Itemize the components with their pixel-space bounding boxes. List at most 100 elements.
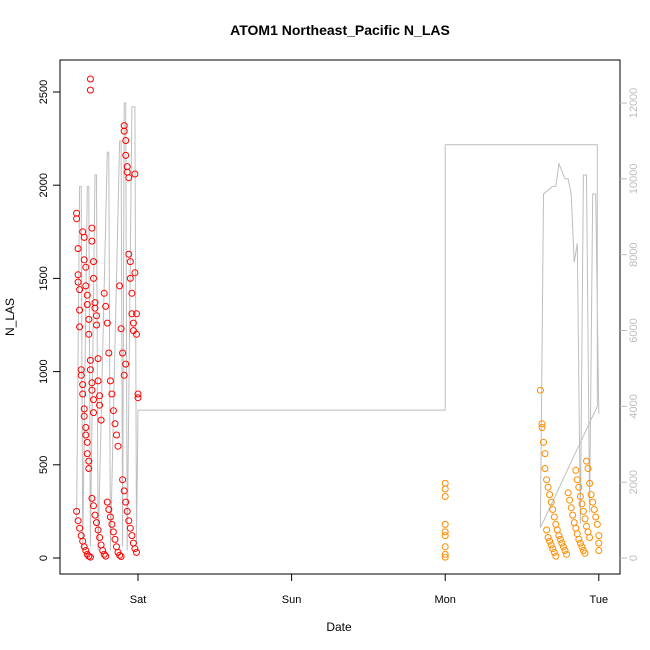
data-point <box>552 552 560 560</box>
data-point <box>578 543 586 551</box>
data-point <box>129 539 137 547</box>
data-point <box>549 545 557 553</box>
data-point <box>556 535 564 543</box>
data-point <box>550 513 558 521</box>
data-point <box>86 356 94 364</box>
data-point <box>134 394 142 402</box>
chart-title: ATOM1 Northeast_Pacific N_LAS <box>230 22 450 38</box>
data-point <box>128 532 136 540</box>
data-point <box>543 526 551 534</box>
data-point <box>96 534 104 541</box>
data-point <box>584 528 592 536</box>
data-point <box>88 379 96 387</box>
left-tick-label: 500 <box>38 456 50 474</box>
data-point <box>547 541 555 549</box>
data-point <box>73 215 81 223</box>
data-point <box>99 547 107 554</box>
data-point <box>125 174 133 182</box>
data-point <box>538 420 546 428</box>
data-point <box>116 551 124 559</box>
data-point <box>543 476 551 484</box>
data-point <box>86 366 94 374</box>
data-point <box>90 258 97 266</box>
data-point <box>560 543 567 551</box>
data-point <box>134 390 142 398</box>
data-point <box>595 532 603 540</box>
data-point <box>575 535 583 543</box>
data-point <box>595 547 603 554</box>
data-point <box>123 507 131 515</box>
data-point <box>93 312 100 320</box>
x-tick-label: Tue <box>590 594 609 606</box>
right-tick-label: 6000 <box>628 318 640 342</box>
data-point <box>125 250 133 258</box>
data-point <box>128 310 136 318</box>
data-point <box>103 319 111 327</box>
data-point <box>100 289 108 297</box>
data-point <box>576 493 584 500</box>
data-point <box>90 274 97 282</box>
data-point <box>128 289 136 297</box>
data-point <box>85 465 93 472</box>
data-point <box>80 256 88 264</box>
data-point <box>541 450 549 458</box>
data-point <box>85 457 93 465</box>
data-point <box>122 137 130 144</box>
data-point <box>106 377 114 385</box>
data-point <box>80 405 88 413</box>
data-point <box>592 513 600 521</box>
data-point <box>90 396 97 404</box>
data-point <box>77 371 85 379</box>
data-point <box>586 479 594 487</box>
data-point <box>126 274 134 282</box>
data-point <box>546 491 554 499</box>
data-point <box>85 330 93 338</box>
data-point <box>573 530 581 538</box>
data-point <box>74 278 82 286</box>
data-point <box>584 465 592 472</box>
data-point <box>73 507 81 515</box>
data-point <box>538 424 546 431</box>
left-tick-label: 1000 <box>38 359 50 383</box>
data-point <box>595 539 603 547</box>
data-point <box>79 390 87 398</box>
data-point <box>109 528 117 536</box>
data-point <box>441 532 449 540</box>
data-point <box>441 528 449 536</box>
data-point <box>91 304 99 312</box>
data-point <box>85 315 93 323</box>
data-point <box>106 513 114 521</box>
data-point <box>82 263 90 271</box>
right-tick-label: 10000 <box>628 164 640 195</box>
x-tick-label: Sat <box>130 594 147 606</box>
left-axis: 0 500 1000 1500 2000 2500 <box>38 80 60 561</box>
data-point <box>80 543 88 551</box>
data-point <box>82 282 90 290</box>
data-point <box>83 291 91 299</box>
data-point <box>575 483 583 491</box>
data-point <box>79 381 87 389</box>
data-point <box>570 519 578 527</box>
data-point <box>100 550 108 558</box>
data-point <box>131 170 139 178</box>
left-tick-label: 2000 <box>38 173 50 197</box>
data-point <box>546 537 554 545</box>
data-point <box>117 325 125 333</box>
plot-area <box>59 59 621 575</box>
data-point <box>587 491 595 499</box>
data-point <box>573 476 581 484</box>
data-point <box>90 409 97 417</box>
data-point <box>131 545 139 553</box>
data-point <box>83 450 91 458</box>
data-point <box>576 539 584 547</box>
data-point <box>540 438 547 446</box>
data-point <box>564 489 572 497</box>
points-layer <box>73 75 603 561</box>
data-point <box>85 552 93 560</box>
data-point <box>441 543 449 551</box>
data-point <box>102 302 110 310</box>
data-point <box>550 548 558 556</box>
data-point <box>76 524 84 532</box>
data-point <box>563 550 570 558</box>
